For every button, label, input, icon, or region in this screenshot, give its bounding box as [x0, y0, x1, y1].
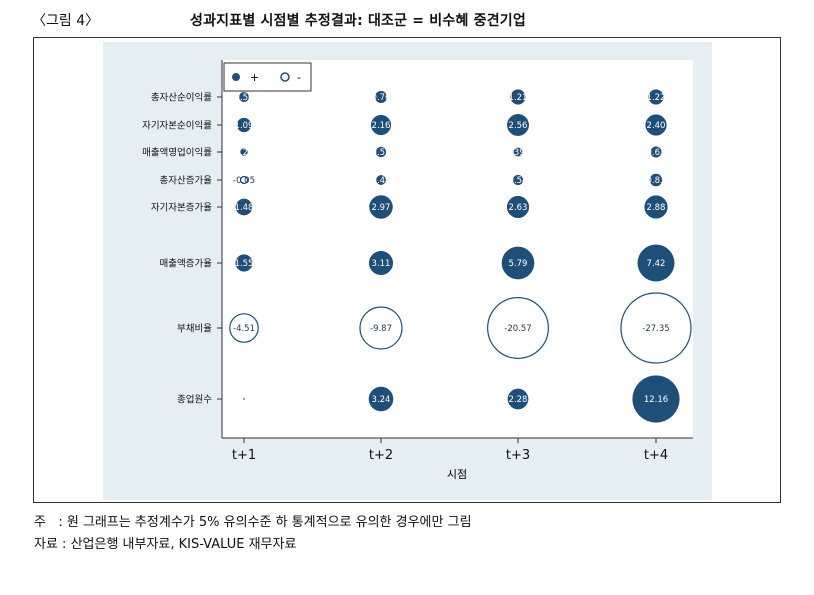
bubble [513, 147, 523, 157]
bubble-label: 0.76 [372, 93, 391, 103]
bubble-label: 2.63 [509, 203, 528, 213]
bubble [236, 117, 252, 133]
x-tick-label: t+3 [506, 448, 530, 463]
y-tick-label: 부채비율 [177, 324, 212, 335]
bubble [650, 146, 662, 158]
bubble-label: 0.55 [372, 148, 391, 158]
bubble-label: 0.63 [647, 148, 666, 158]
bubble [368, 386, 394, 412]
plot-area [222, 60, 693, 438]
bubble-label: 2.97 [372, 203, 391, 213]
bubble-label: -20.57 [504, 324, 531, 334]
bubble-label: 0.49 [372, 176, 391, 186]
bubble [510, 89, 526, 105]
legend-positive-marker [232, 73, 240, 81]
bubble [506, 195, 530, 219]
legend-negative-label: - [297, 71, 301, 84]
bubble [359, 306, 403, 350]
bubble [374, 90, 388, 104]
bubble-label: .39 [511, 148, 525, 158]
bubble [632, 375, 680, 423]
y-tick-label: 종업원수 [177, 394, 212, 406]
bubble-label: -9.87 [370, 324, 392, 334]
bubble-label: 5.79 [509, 259, 528, 269]
bubble [240, 148, 248, 156]
y-tick-label: 총자산순이익률 [151, 92, 212, 104]
figure-label: 〈그림 4〉 [32, 13, 100, 29]
bubble-label: 1.09 [235, 121, 254, 131]
bubble-label: 2.40 [647, 121, 666, 131]
bubble [243, 398, 245, 400]
bubbles: 0.50 0.76 1.21 1.22 1.09 2.16 2.56 2.40 .2 0.55 .3… [229, 89, 692, 423]
bubble [648, 89, 664, 105]
bubble-label: 2.56 [509, 121, 528, 131]
bubble-label: -4.51 [233, 324, 255, 334]
bubble [501, 246, 535, 280]
bubble [512, 174, 524, 186]
bubble [644, 195, 668, 219]
x-axis-labels: t+1 t+2 t+3 t+4 [232, 438, 668, 463]
note-text: 주 : 원 그래프는 추정계수가 5% 유의수준 하 통계적으로 유의한 경우에… [34, 515, 472, 530]
bubble-label: -27.35 [642, 324, 669, 334]
bubble-label: 0.83 [647, 176, 666, 186]
y-tick-label: 매출액영업이익률 [142, 147, 212, 159]
legend-positive-label: + [250, 71, 259, 84]
bubble-label: 3.11 [372, 259, 391, 269]
bubble-label: .2 [240, 148, 248, 158]
y-tick-label: 자기자본순이익률 [142, 120, 212, 132]
bubble [369, 195, 393, 219]
x-axis-title: 시점 [447, 468, 467, 481]
bubble-label: 7.42 [647, 259, 666, 269]
bubble [370, 114, 392, 136]
source-text: 자료 : 산업은행 내부자료, KIS-VALUE 재무자료 [34, 537, 297, 552]
figure-frame [33, 37, 781, 503]
bubble [376, 175, 386, 185]
x-tick-label: t+2 [369, 448, 393, 463]
bubble [368, 250, 394, 276]
bubble-label: 1.21 [509, 93, 528, 103]
figure-title: 성과지표별 시점별 추정결과: 대조군 = 비수혜 중견기업 [190, 13, 526, 29]
bubble [239, 92, 249, 102]
bubble [487, 297, 549, 359]
bubble-label: 1.22 [647, 93, 666, 103]
legend-negative-marker [280, 72, 290, 82]
bubble [235, 254, 253, 272]
bubble-label: 12.16 [644, 395, 668, 405]
bubble [229, 313, 259, 343]
x-tick-label: t+1 [232, 448, 256, 463]
bubble [507, 114, 529, 136]
bubble-label: 2.88 [647, 203, 666, 213]
bubble-label: 2.28 [509, 395, 528, 405]
y-tick-label: 자기자본증가율 [151, 203, 212, 214]
bubble-label: 1.48 [235, 203, 254, 213]
bubble-label: 2.16 [372, 121, 391, 131]
bubble [645, 114, 667, 136]
bubble-label: 0.54 [509, 176, 528, 186]
bubble-label: 3.24 [372, 395, 391, 405]
bubble [620, 292, 692, 364]
figure-notes: 주 : 원 그래프는 추정계수가 5% 유의수준 하 통계적으로 유의한 경우에… [34, 512, 472, 556]
bubble [235, 198, 253, 216]
bubble-label: 1.55 [235, 259, 254, 269]
y-tick-label: 매출액증가율 [160, 258, 213, 270]
bubble [375, 146, 387, 158]
y-axis-labels: 총자산순이익률자기자본순이익률매출액영업이익률총자산증가율자기자본증가율매출액증… [142, 92, 222, 406]
y-tick-label: 총자산증가율 [160, 176, 213, 187]
x-tick-label: t+4 [644, 448, 668, 463]
bubble-label: 0.50 [235, 93, 254, 103]
legend-box: + - [223, 62, 312, 92]
bubble-label: -0.05 [233, 176, 255, 186]
bubble [239, 175, 249, 185]
bubble [507, 388, 529, 410]
bubble [637, 244, 675, 282]
bubble [649, 173, 663, 187]
